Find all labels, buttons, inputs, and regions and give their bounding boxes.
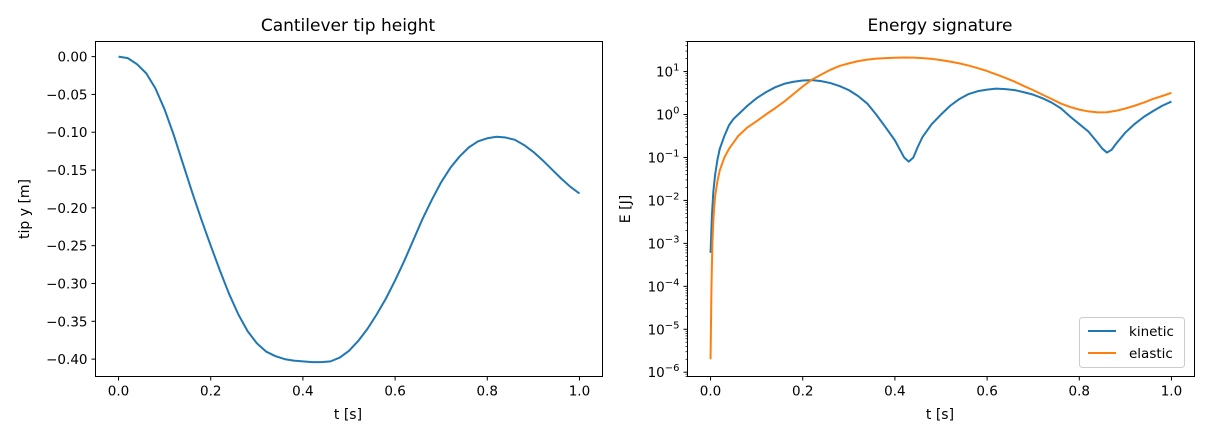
y-tick-base: 10 bbox=[648, 279, 665, 295]
y-tick-label: 10−3 bbox=[648, 234, 680, 252]
y-tick-label: −0.35 bbox=[46, 314, 87, 330]
y-ticks: 0.00 −0.05 −0.10 −0.15 −0.20 −0.25 −0.30 −0.35 −… bbox=[46, 50, 96, 368]
y-tick-label: −0.40 bbox=[46, 352, 87, 368]
chart-title: Cantilever tip height bbox=[261, 16, 436, 36]
legend-elastic-label: elastic bbox=[1129, 346, 1173, 362]
y-tick-base: 10 bbox=[648, 193, 665, 209]
y-tick-exponent: −3 bbox=[665, 234, 680, 245]
y-axis-label: E [J] bbox=[618, 195, 634, 223]
kinetic-line bbox=[709, 79, 1172, 253]
y-tick-exponent: −6 bbox=[665, 363, 680, 374]
y-tick-label: −0.05 bbox=[46, 87, 87, 103]
y-tick-exponent: −4 bbox=[665, 277, 680, 288]
x-tick-label: 0.8 bbox=[1069, 384, 1090, 400]
x-tick-label: 0.4 bbox=[292, 384, 313, 400]
y-tick-label: 10−6 bbox=[648, 363, 680, 381]
y-tick-exponent: −1 bbox=[665, 148, 680, 159]
y-tick-label: −0.30 bbox=[46, 276, 87, 292]
x-tick-label: 0.2 bbox=[792, 384, 813, 400]
tip-height-line bbox=[118, 55, 581, 364]
y-tick-label: −0.15 bbox=[46, 163, 87, 179]
y-tick-label: 101 bbox=[656, 63, 680, 81]
elastic-line bbox=[709, 56, 1172, 360]
x-tick-label: 0.4 bbox=[884, 384, 905, 400]
plot-frame bbox=[687, 41, 1195, 377]
plot-frame bbox=[95, 41, 603, 377]
legend-kinetic-label: kinetic bbox=[1129, 324, 1174, 340]
y-tick-base: 10 bbox=[656, 108, 673, 124]
x-ticks: 0.0 0.2 0.4 0.6 0.8 1.0 bbox=[700, 376, 1182, 400]
y-tick-label: 10−4 bbox=[648, 277, 680, 295]
x-tick-label: 0.0 bbox=[108, 384, 129, 400]
y-tick-label: 10−5 bbox=[648, 320, 680, 338]
x-tick-label: 0.0 bbox=[700, 384, 721, 400]
y-tick-base: 10 bbox=[648, 365, 665, 381]
y-tick-label: −0.10 bbox=[46, 125, 87, 141]
y-tick-exponent: −5 bbox=[665, 320, 680, 331]
y-axis-label: tip y [m] bbox=[17, 179, 33, 239]
y-tick-base: 10 bbox=[656, 65, 673, 81]
tip-height-chart: Cantilever tip height t [s] tip y [m] 0.… bbox=[17, 16, 603, 423]
chart-title: Energy signature bbox=[868, 16, 1013, 36]
x-tick-label: 1.0 bbox=[569, 384, 590, 400]
x-tick-label: 0.6 bbox=[976, 384, 997, 400]
y-tick-base: 10 bbox=[648, 322, 665, 338]
y-tick-label: −0.25 bbox=[46, 239, 87, 255]
series-layer bbox=[709, 56, 1172, 360]
x-tick-label: 0.6 bbox=[384, 384, 405, 400]
x-tick-label: 0.8 bbox=[477, 384, 498, 400]
legend: kinetic elastic bbox=[1079, 317, 1185, 368]
y-tick-label: 0.00 bbox=[57, 50, 87, 66]
y-tick-base: 10 bbox=[648, 236, 665, 252]
y-tick-base: 10 bbox=[648, 150, 665, 166]
y-tick-label: 10−2 bbox=[648, 191, 680, 209]
y-tick-label: −0.20 bbox=[46, 201, 87, 217]
y-tick-exponent: −2 bbox=[665, 191, 680, 202]
series-layer bbox=[118, 55, 581, 364]
x-axis-label: t [s] bbox=[334, 407, 362, 423]
y-tick-exponent: 0 bbox=[673, 106, 679, 117]
x-tick-label: 0.2 bbox=[200, 384, 221, 400]
y-tick-exponent: 1 bbox=[673, 63, 679, 74]
energy-chart: Energy signature t [s] E [J] 0.0 0.2 0.4 0.… bbox=[618, 16, 1195, 423]
y-tick-label: 100 bbox=[656, 106, 680, 124]
x-axis-label: t [s] bbox=[926, 407, 954, 423]
x-ticks: 0.0 0.2 0.4 0.6 0.8 1.0 bbox=[108, 376, 590, 400]
x-tick-label: 1.0 bbox=[1161, 384, 1182, 400]
y-tick-label: 10−1 bbox=[648, 148, 680, 166]
